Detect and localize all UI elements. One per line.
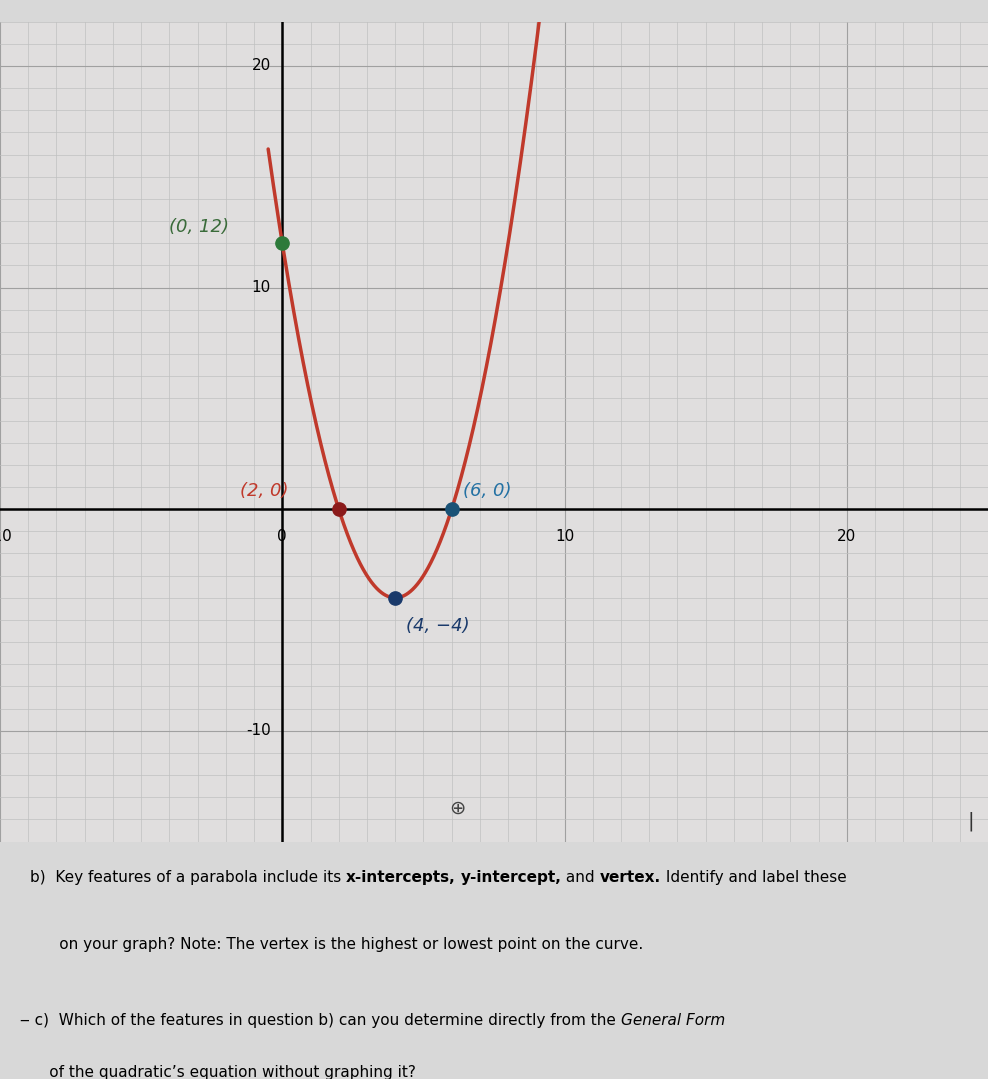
- Text: 10: 10: [252, 281, 271, 295]
- Text: ‒ c)  Which of the features in question b) can you determine directly from the: ‒ c) Which of the features in question b…: [20, 1012, 620, 1027]
- Text: x-intercepts,: x-intercepts,: [346, 870, 455, 885]
- Text: 20: 20: [837, 529, 857, 544]
- Point: [444, 501, 459, 518]
- Text: (0, 12): (0, 12): [169, 218, 229, 236]
- Text: -10: -10: [246, 723, 271, 738]
- Point: [331, 501, 347, 518]
- Text: and: and: [561, 870, 600, 885]
- Text: on your graph? Note: The vertex is the highest or lowest point on the curve.: on your graph? Note: The vertex is the h…: [30, 937, 643, 952]
- Text: -10: -10: [0, 529, 13, 544]
- Text: 10: 10: [555, 529, 574, 544]
- Text: General Form: General Form: [620, 1012, 725, 1027]
- Text: 20: 20: [252, 58, 271, 73]
- Text: of the quadratic’s equation without graphing it?: of the quadratic’s equation without grap…: [20, 1065, 416, 1079]
- Text: vertex.: vertex.: [600, 870, 661, 885]
- Point: [275, 234, 290, 251]
- Text: 0: 0: [278, 529, 288, 544]
- Text: (6, 0): (6, 0): [463, 482, 512, 500]
- Text: ⊕: ⊕: [450, 798, 465, 818]
- Text: |: |: [967, 811, 974, 831]
- Point: [387, 589, 403, 606]
- Text: Identify and label these: Identify and label these: [661, 870, 847, 885]
- Text: (2, 0): (2, 0): [240, 482, 288, 500]
- Text: (4, −4): (4, −4): [406, 617, 470, 636]
- Text: b)  Key features of a parabola include its: b) Key features of a parabola include it…: [30, 870, 346, 885]
- Text: y-intercept,: y-intercept,: [460, 870, 561, 885]
